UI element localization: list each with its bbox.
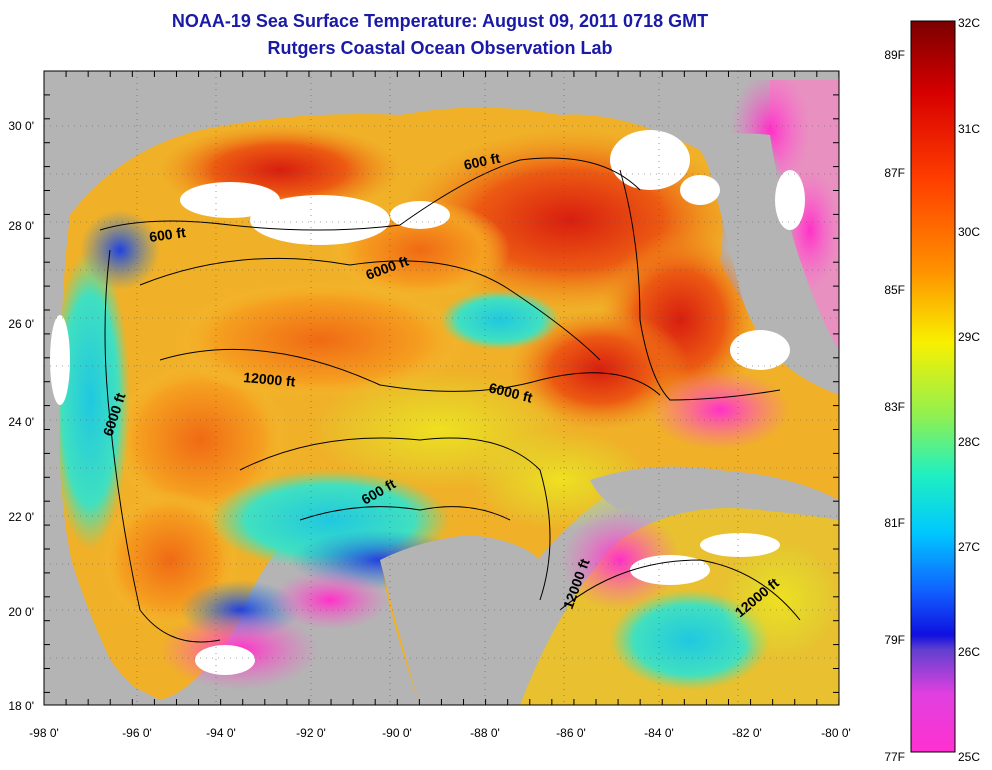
lon-label: -84 0' [644, 726, 674, 740]
cloud-cover [50, 130, 805, 675]
lat-label: 26 0' [8, 317, 34, 331]
latitude-axis: 30 0' 28 0' 26 0' 24 0' 22 0' 20 0' 18 0… [8, 119, 34, 713]
temperature-colorbar [910, 20, 956, 753]
lon-label: -90 0' [382, 726, 412, 740]
yucatan-land [380, 535, 548, 705]
celsius-label: 25C [958, 750, 980, 764]
lat-label: 22 0' [8, 510, 34, 524]
lon-label: -86 0' [556, 726, 586, 740]
fahrenheit-label: 89F [884, 48, 905, 62]
northern-coast-land [44, 71, 839, 220]
map-subtitle: Rutgers Coastal Ocean Observation Lab [267, 38, 613, 58]
cuba-land [590, 466, 839, 520]
map-title: NOAA-19 Sea Surface Temperature: August … [171, 11, 709, 31]
celsius-label: 27C [958, 540, 980, 554]
lon-label: -80 0' [821, 726, 851, 740]
colorbar-celsius-labels: 32C 31C 30C 29C 28C 27C 26C 25C [958, 16, 980, 764]
lon-label: -88 0' [470, 726, 500, 740]
fahrenheit-label: 81F [884, 516, 905, 530]
lon-label: -92 0' [296, 726, 326, 740]
fahrenheit-label: 85F [884, 283, 905, 297]
fahrenheit-label: 83F [884, 400, 905, 414]
map-tick-marks [43, 70, 840, 705]
longitude-axis: -98 0' -96 0' -94 0' -92 0' -90 0' -88 0… [29, 726, 851, 740]
lon-label: -98 0' [29, 726, 59, 740]
lat-label: 18 0' [8, 699, 34, 713]
lon-label: -94 0' [206, 726, 236, 740]
fahrenheit-label: 77F [884, 750, 905, 764]
mexico-west-land [44, 215, 160, 705]
fahrenheit-label: 79F [884, 633, 905, 647]
lat-label: 30 0' [8, 119, 34, 133]
celsius-label: 30C [958, 225, 980, 239]
fahrenheit-label: 87F [884, 166, 905, 180]
lon-label: -96 0' [122, 726, 152, 740]
contour-label-600-north: 600 ft [462, 150, 501, 173]
florida-land [700, 133, 839, 396]
celsius-label: 26C [958, 645, 980, 659]
map-gridlines [44, 71, 839, 705]
celsius-label: 29C [958, 330, 980, 344]
lat-label: 28 0' [8, 219, 34, 233]
lon-label: -82 0' [732, 726, 762, 740]
celsius-label: 28C [958, 435, 980, 449]
celsius-label: 32C [958, 16, 980, 30]
colorbar-fahrenheit-labels: 89F 87F 85F 83F 81F 79F 77F [884, 48, 905, 764]
lat-label: 24 0' [8, 415, 34, 429]
contour-label-600-west: 600 ft [148, 224, 187, 245]
celsius-label: 31C [958, 122, 980, 136]
bathymetry-contours [99, 157, 801, 643]
lat-label: 20 0' [8, 605, 34, 619]
contour-label-12000-center: 12000 ft [243, 369, 297, 390]
